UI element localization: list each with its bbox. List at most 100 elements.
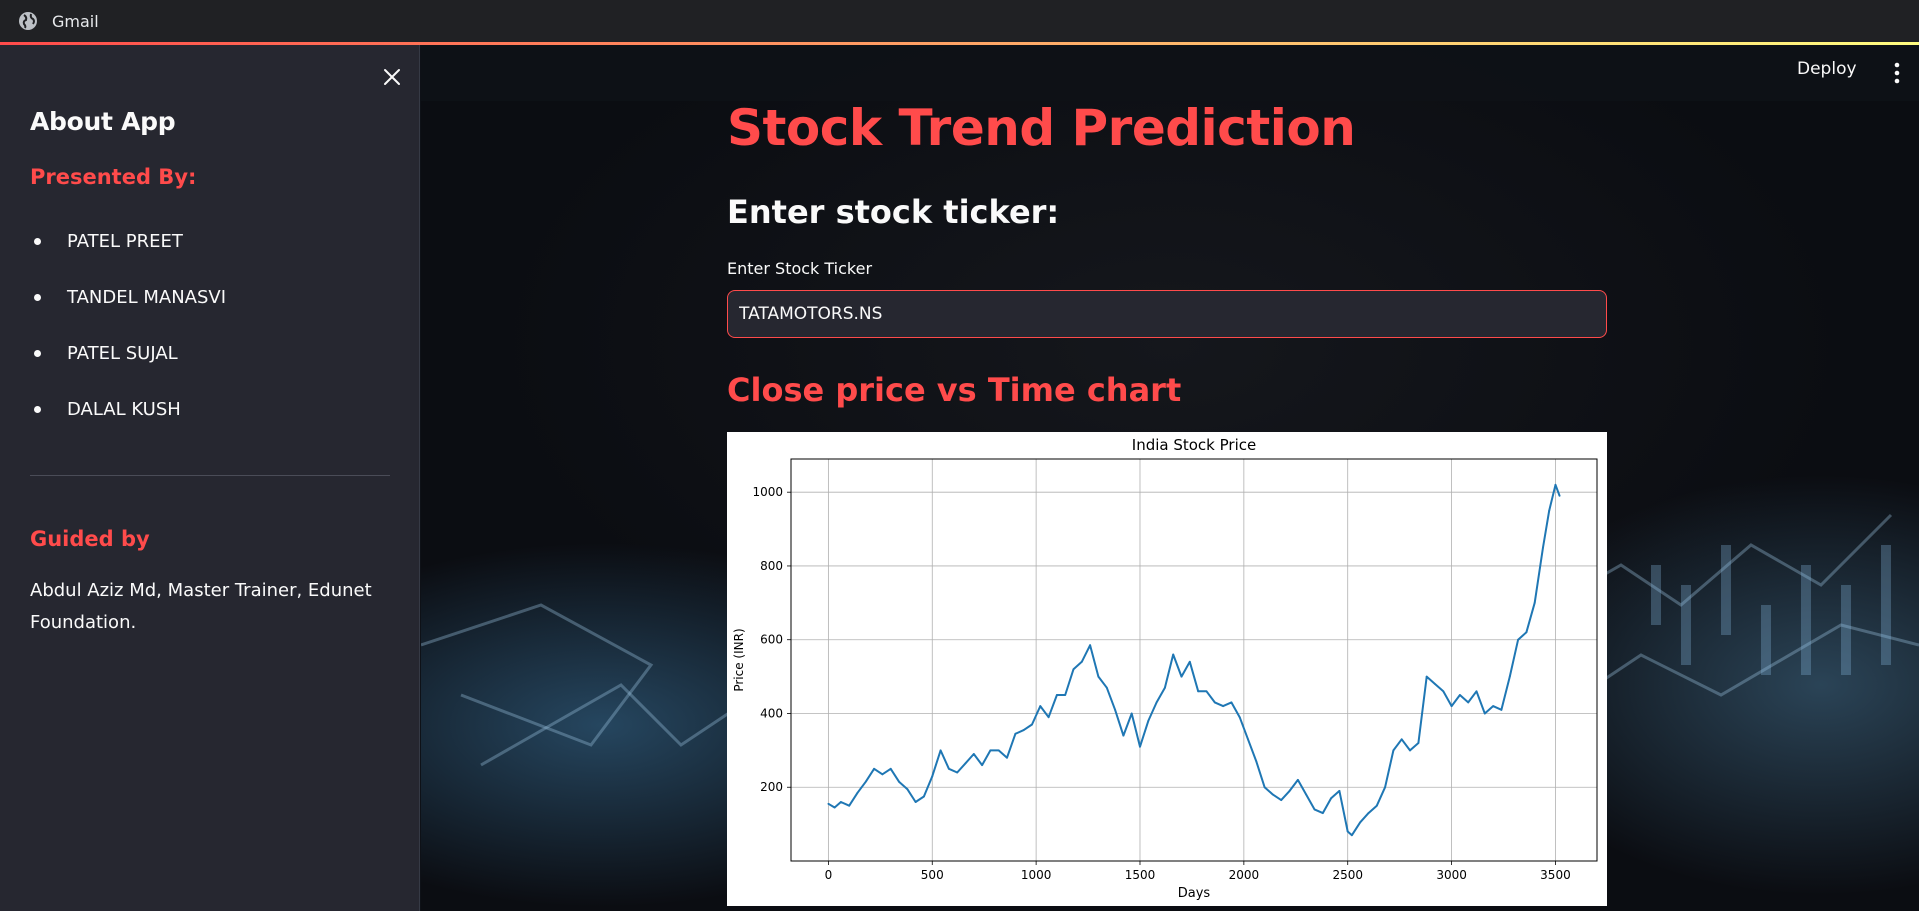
data-point <box>827 802 830 805</box>
data-point <box>1409 749 1411 752</box>
data-point <box>1558 494 1561 497</box>
main-content: Deploy Stock Trend Prediction Enter stoc… <box>421 45 1919 911</box>
member-name: DALAL KUSH <box>67 398 181 420</box>
bullet-icon <box>34 237 41 245</box>
data-point <box>833 806 836 809</box>
sidebar-divider <box>30 475 390 476</box>
data-point <box>1047 716 1050 719</box>
data-point <box>1359 821 1362 824</box>
data-point <box>1305 793 1308 796</box>
x-tick-label: 3000 <box>1436 868 1467 882</box>
data-point <box>1155 701 1158 704</box>
y-tick-label: 800 <box>760 559 783 573</box>
list-item: DALAL KUSH <box>30 381 226 437</box>
x-tick-label: 1000 <box>1021 868 1052 882</box>
sidebar-heading: About App <box>30 107 176 136</box>
x-tick-label: 2500 <box>1332 868 1363 882</box>
data-point <box>1417 742 1420 744</box>
data-point <box>1114 708 1116 711</box>
data-point <box>1014 732 1017 735</box>
data-point <box>914 801 917 803</box>
header-decoration <box>0 42 1919 45</box>
sidebar: About App Presented By: PATEL PREET TAND… <box>0 45 420 911</box>
data-point <box>981 764 984 767</box>
data-point <box>1525 631 1528 634</box>
data-point <box>1247 738 1249 741</box>
list-item: TANDEL MANASVI <box>30 269 226 325</box>
data-point <box>1272 793 1274 796</box>
data-point <box>1554 483 1557 486</box>
data-point <box>1313 808 1316 811</box>
data-point <box>1346 830 1349 833</box>
data-point <box>1321 812 1324 814</box>
close-icon <box>384 69 400 85</box>
data-point <box>864 780 867 783</box>
y-tick-label: 200 <box>760 780 783 794</box>
data-point <box>956 771 959 774</box>
data-point <box>1105 686 1108 689</box>
x-tick-label: 2000 <box>1229 868 1260 882</box>
data-point <box>1022 729 1025 731</box>
data-point <box>1230 701 1233 704</box>
sidebar-close-button[interactable] <box>378 63 406 91</box>
data-point <box>1434 683 1436 685</box>
x-tick-label: 500 <box>921 868 944 882</box>
data-point <box>1400 738 1403 741</box>
data-point <box>889 767 892 770</box>
data-point <box>1006 756 1008 759</box>
data-point <box>898 780 900 783</box>
data-point <box>1280 799 1283 802</box>
data-point <box>1238 716 1241 719</box>
more-vertical-icon[interactable] <box>1887 59 1907 87</box>
data-point <box>856 791 859 794</box>
data-point <box>1172 653 1175 656</box>
data-point <box>1517 638 1519 641</box>
data-point <box>1467 701 1470 704</box>
data-point <box>1392 749 1395 752</box>
data-point <box>1205 690 1208 693</box>
ticker-input[interactable] <box>727 290 1607 338</box>
data-point <box>1542 546 1544 549</box>
x-tick-label: 1500 <box>1125 868 1156 882</box>
y-tick-label: 600 <box>760 633 783 647</box>
guided-by-text: Abdul Aziz Md, Master Trainer, Edunet Fo… <box>30 580 372 633</box>
data-point <box>1548 509 1551 512</box>
series-line-close <box>827 483 1561 837</box>
plot-frame <box>790 458 1598 862</box>
member-name: PATEL SUJAL <box>67 342 178 364</box>
member-name: PATEL PREET <box>67 230 183 252</box>
data-point <box>1031 723 1033 726</box>
data-point <box>1350 834 1353 837</box>
data-point <box>1064 694 1067 696</box>
list-item: PATEL PREET <box>30 213 226 269</box>
data-point <box>1072 668 1075 671</box>
data-point <box>1180 675 1183 678</box>
list-item: PATEL SUJAL <box>30 325 226 381</box>
y-axis-label: Price (INR) <box>732 628 746 691</box>
member-name: TANDEL MANASVI <box>67 286 227 308</box>
data-point <box>1263 786 1266 789</box>
deploy-button[interactable]: Deploy <box>1797 59 1857 79</box>
data-point <box>1508 675 1511 678</box>
data-point <box>1375 804 1378 807</box>
data-point <box>931 775 934 778</box>
x-tick-label: 0 <box>825 868 833 882</box>
chart-svg: 0 500 1000 1500 2000 2500 3000 3500 200 400 600 800… <box>732 436 1598 901</box>
data-point <box>1080 660 1083 663</box>
data-point <box>1450 705 1453 708</box>
data-point <box>1492 705 1495 708</box>
data-point <box>1384 786 1387 789</box>
bullet-icon <box>34 405 41 413</box>
data-point <box>1122 734 1125 737</box>
data-point <box>848 804 851 807</box>
data-point <box>1255 760 1258 763</box>
chart-heading: Close price vs Time chart <box>727 371 1182 409</box>
x-axis-label: Days <box>1178 886 1211 901</box>
member-list: PATEL PREET TANDEL MANASVI PATEL SUJAL D… <box>30 213 226 437</box>
data-point <box>1288 790 1291 792</box>
guided-by-label: Guided by <box>30 527 150 551</box>
data-point <box>1475 690 1478 693</box>
data-point <box>1197 690 1200 693</box>
data-point <box>1442 690 1445 693</box>
data-point <box>964 762 967 765</box>
